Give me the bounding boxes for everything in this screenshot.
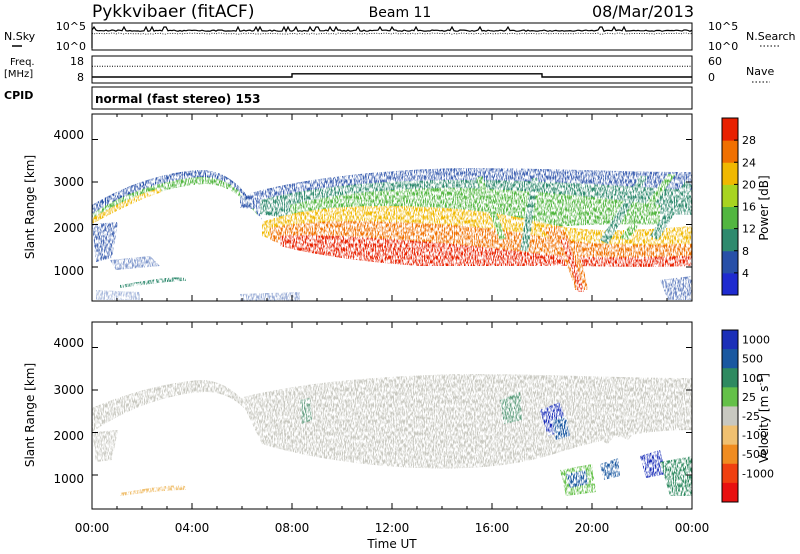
velocity-colorbar-segment xyxy=(722,425,738,446)
nsky-series xyxy=(91,25,693,48)
nave-right-tick-top: 60 xyxy=(708,55,722,68)
x-tick-label: 00:00 xyxy=(675,521,710,535)
power-ytick-marks xyxy=(92,139,692,268)
power-colorbar-segment xyxy=(722,162,738,185)
freq-series xyxy=(92,73,692,78)
power-ytick-4000: 4000 xyxy=(53,128,84,142)
power-ytick-1000: 1000 xyxy=(53,264,84,278)
noise-right-label: N.Search xyxy=(746,30,796,43)
freq-panel-frame xyxy=(91,55,693,84)
power-ytick-2000: 2000 xyxy=(53,221,84,235)
velocity-heatmap xyxy=(92,374,692,496)
freq-left-tick-bottom: 8 xyxy=(77,71,84,84)
noise-left-tick-top: 10^5 xyxy=(56,20,86,33)
velocity-ytick-marks xyxy=(92,347,692,476)
power-colorbar-tick-label: 4 xyxy=(742,267,749,280)
velocity-colorbar-segment xyxy=(722,330,738,350)
velocity-colorbar-tick-label: 25 xyxy=(742,391,756,404)
velocity-colorbar-segment xyxy=(722,444,738,465)
cpid-frame xyxy=(91,86,693,110)
x-tick-label: 04:00 xyxy=(175,521,210,535)
power-heatmap xyxy=(92,168,692,301)
freq-unit-label: [MHz] xyxy=(4,69,33,80)
x-axis-label: Time UT xyxy=(366,537,417,551)
velocity-ylabel: Slant Range [km] xyxy=(23,363,37,467)
power-colorbar-tick-label: 12 xyxy=(742,223,756,236)
velocity-cbar-label-main: Velocity [m s xyxy=(757,386,771,463)
power-colorbar-segment xyxy=(722,228,738,252)
velocity-colorbar-tick-label: 500 xyxy=(742,353,763,366)
freq-left-tick-top: 18 xyxy=(70,55,84,68)
velocity-ytick-1000: 1000 xyxy=(53,472,84,486)
station-title: Pykkvibaer (fitACF) xyxy=(92,2,254,22)
power-colorbar-segment xyxy=(722,206,738,230)
cpid-label: CPID xyxy=(4,89,33,102)
velocity-xtick-marks xyxy=(91,322,693,509)
nsearch-series xyxy=(91,32,693,35)
noise-right-tick-bottom: 10^0 xyxy=(708,40,738,53)
velocity-colorbar: 1000 500 100 25 -25 -100 -500 -1000 xyxy=(721,329,774,503)
x-tick-label: 12:00 xyxy=(375,521,410,535)
power-panel: Slant Range [km] 4000 3000 2000 1000 4 8 1… xyxy=(23,113,771,302)
velocity-colorbar-segment xyxy=(722,482,738,503)
beam-label: Beam 11 xyxy=(369,5,432,21)
power-ylabel: Slant Range [km] xyxy=(23,155,37,259)
velocity-ytick-4000: 4000 xyxy=(53,336,84,350)
power-colorbar: 4 8 12 16 20 24 28 xyxy=(721,117,756,296)
x-tick-label: 16:00 xyxy=(475,521,510,535)
power-xtick-marks xyxy=(91,114,693,301)
freq-label: Freq. xyxy=(10,57,35,68)
date-label: 08/Mar/2013 xyxy=(592,2,694,21)
x-tick-label: 20:00 xyxy=(575,521,610,535)
velocity-ytick-3000: 3000 xyxy=(53,383,84,397)
power-colorbar-segment xyxy=(722,184,738,207)
velocity-cbar-label-end: ] xyxy=(757,373,771,378)
noise-left-tick-bottom: 10^0 xyxy=(56,40,86,53)
velocity-colorbar-tick-label: 100 xyxy=(742,372,763,385)
noise-left-label: N.Sky xyxy=(4,30,36,43)
x-tick-label: 00:00 xyxy=(75,521,110,535)
velocity-colorbar-segment xyxy=(722,387,738,407)
velocity-ytick-2000: 2000 xyxy=(53,429,84,443)
velocity-colorbar-segment xyxy=(722,368,738,388)
power-colorbar-tick-label: 20 xyxy=(742,178,756,191)
velocity-colorbar-tick-label: -100 xyxy=(742,429,767,442)
nave-right-tick-bottom: 0 xyxy=(708,71,715,84)
velocity-cbar-label: Velocity [m s-1] xyxy=(756,373,771,463)
power-colorbar-tick-label: 28 xyxy=(742,134,756,147)
noise-panel: N.Sky 10^5 10^0 10^5 10^0 N.Search xyxy=(4,20,796,53)
velocity-cbar-label-sup: -1 xyxy=(756,378,765,386)
nave-label: Nave xyxy=(746,65,774,78)
velocity-colorbar-segment xyxy=(722,406,738,427)
power-colorbar-segment xyxy=(722,118,738,141)
noise-right-tick-top: 10^5 xyxy=(708,20,738,33)
power-cbar-label: Power [dB] xyxy=(757,175,771,240)
power-colorbar-tick-label: 16 xyxy=(742,201,756,214)
power-colorbar-tick-label: 24 xyxy=(742,156,756,169)
velocity-colorbar-tick-label: -1000 xyxy=(742,467,774,480)
power-colorbar-segment xyxy=(722,272,738,296)
freq-panel: Freq. [MHz] 18 8 60 0 Nave xyxy=(4,55,774,84)
velocity-colorbar-segment xyxy=(722,349,738,369)
power-colorbar-tick-label: 8 xyxy=(742,245,749,258)
x-tick-label: 08:00 xyxy=(275,521,310,535)
power-colorbar-segment xyxy=(722,250,738,274)
velocity-colorbar-tick-label: -500 xyxy=(742,448,767,461)
velocity-colorbar-tick-label: -25 xyxy=(742,410,760,423)
power-ytick-3000: 3000 xyxy=(53,175,84,189)
velocity-panel: Slant Range [km] 4000 3000 2000 1000 100… xyxy=(23,321,774,510)
velocity-colorbar-segment xyxy=(722,463,738,484)
cpid-text: normal (fast stereo) 153 xyxy=(95,92,261,106)
x-axis-tick-labels: 00:00 04:00 08:00 12:00 16:00 20:00 00:0… xyxy=(75,521,710,535)
velocity-colorbar-frame xyxy=(721,329,739,503)
power-colorbar-segment xyxy=(722,140,738,163)
velocity-colorbar-tick-label: 1000 xyxy=(742,334,770,347)
